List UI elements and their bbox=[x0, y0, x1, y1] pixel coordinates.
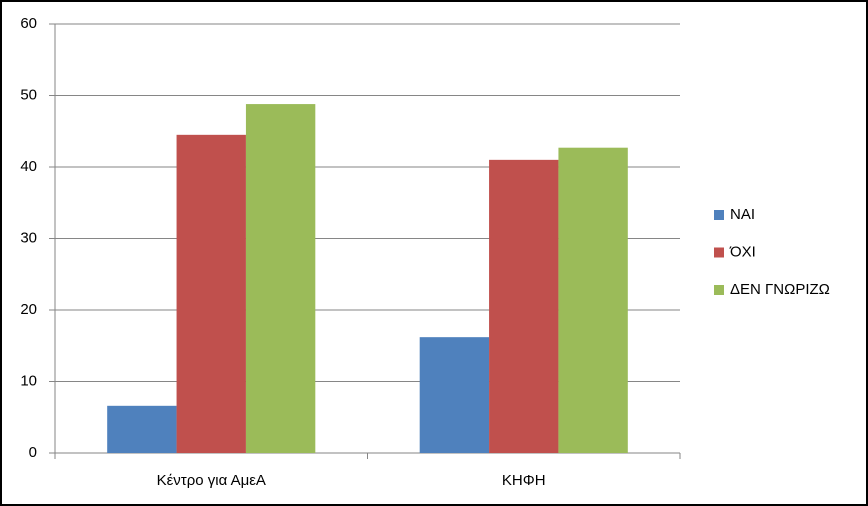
bar bbox=[176, 134, 246, 453]
y-tick-label: 50 bbox=[20, 86, 37, 103]
bar bbox=[558, 147, 628, 453]
bar bbox=[107, 405, 177, 453]
legend-swatch bbox=[714, 247, 724, 258]
y-tick-label: 20 bbox=[20, 301, 37, 318]
legend-label: ΝΑΙ bbox=[730, 206, 755, 223]
legend-swatch bbox=[714, 285, 724, 295]
legend-swatch bbox=[714, 210, 724, 220]
bar bbox=[245, 104, 316, 453]
y-tick-label: 10 bbox=[20, 372, 37, 389]
x-tick-label: Κέντρο για ΑμεΑ bbox=[157, 472, 266, 489]
y-tick-label: 40 bbox=[20, 158, 37, 175]
bar bbox=[489, 159, 559, 453]
x-tick-label: ΚΗΦΗ bbox=[502, 472, 546, 489]
y-tick-label: 0 bbox=[29, 444, 37, 461]
y-tick-label: 30 bbox=[20, 229, 37, 246]
legend-label: ΌΧΙ bbox=[729, 243, 756, 260]
bar bbox=[419, 337, 490, 453]
legend-label: ΔΕΝ ΓΝΩΡΙΖΩ bbox=[730, 281, 830, 298]
y-tick-label: 60 bbox=[20, 15, 37, 32]
